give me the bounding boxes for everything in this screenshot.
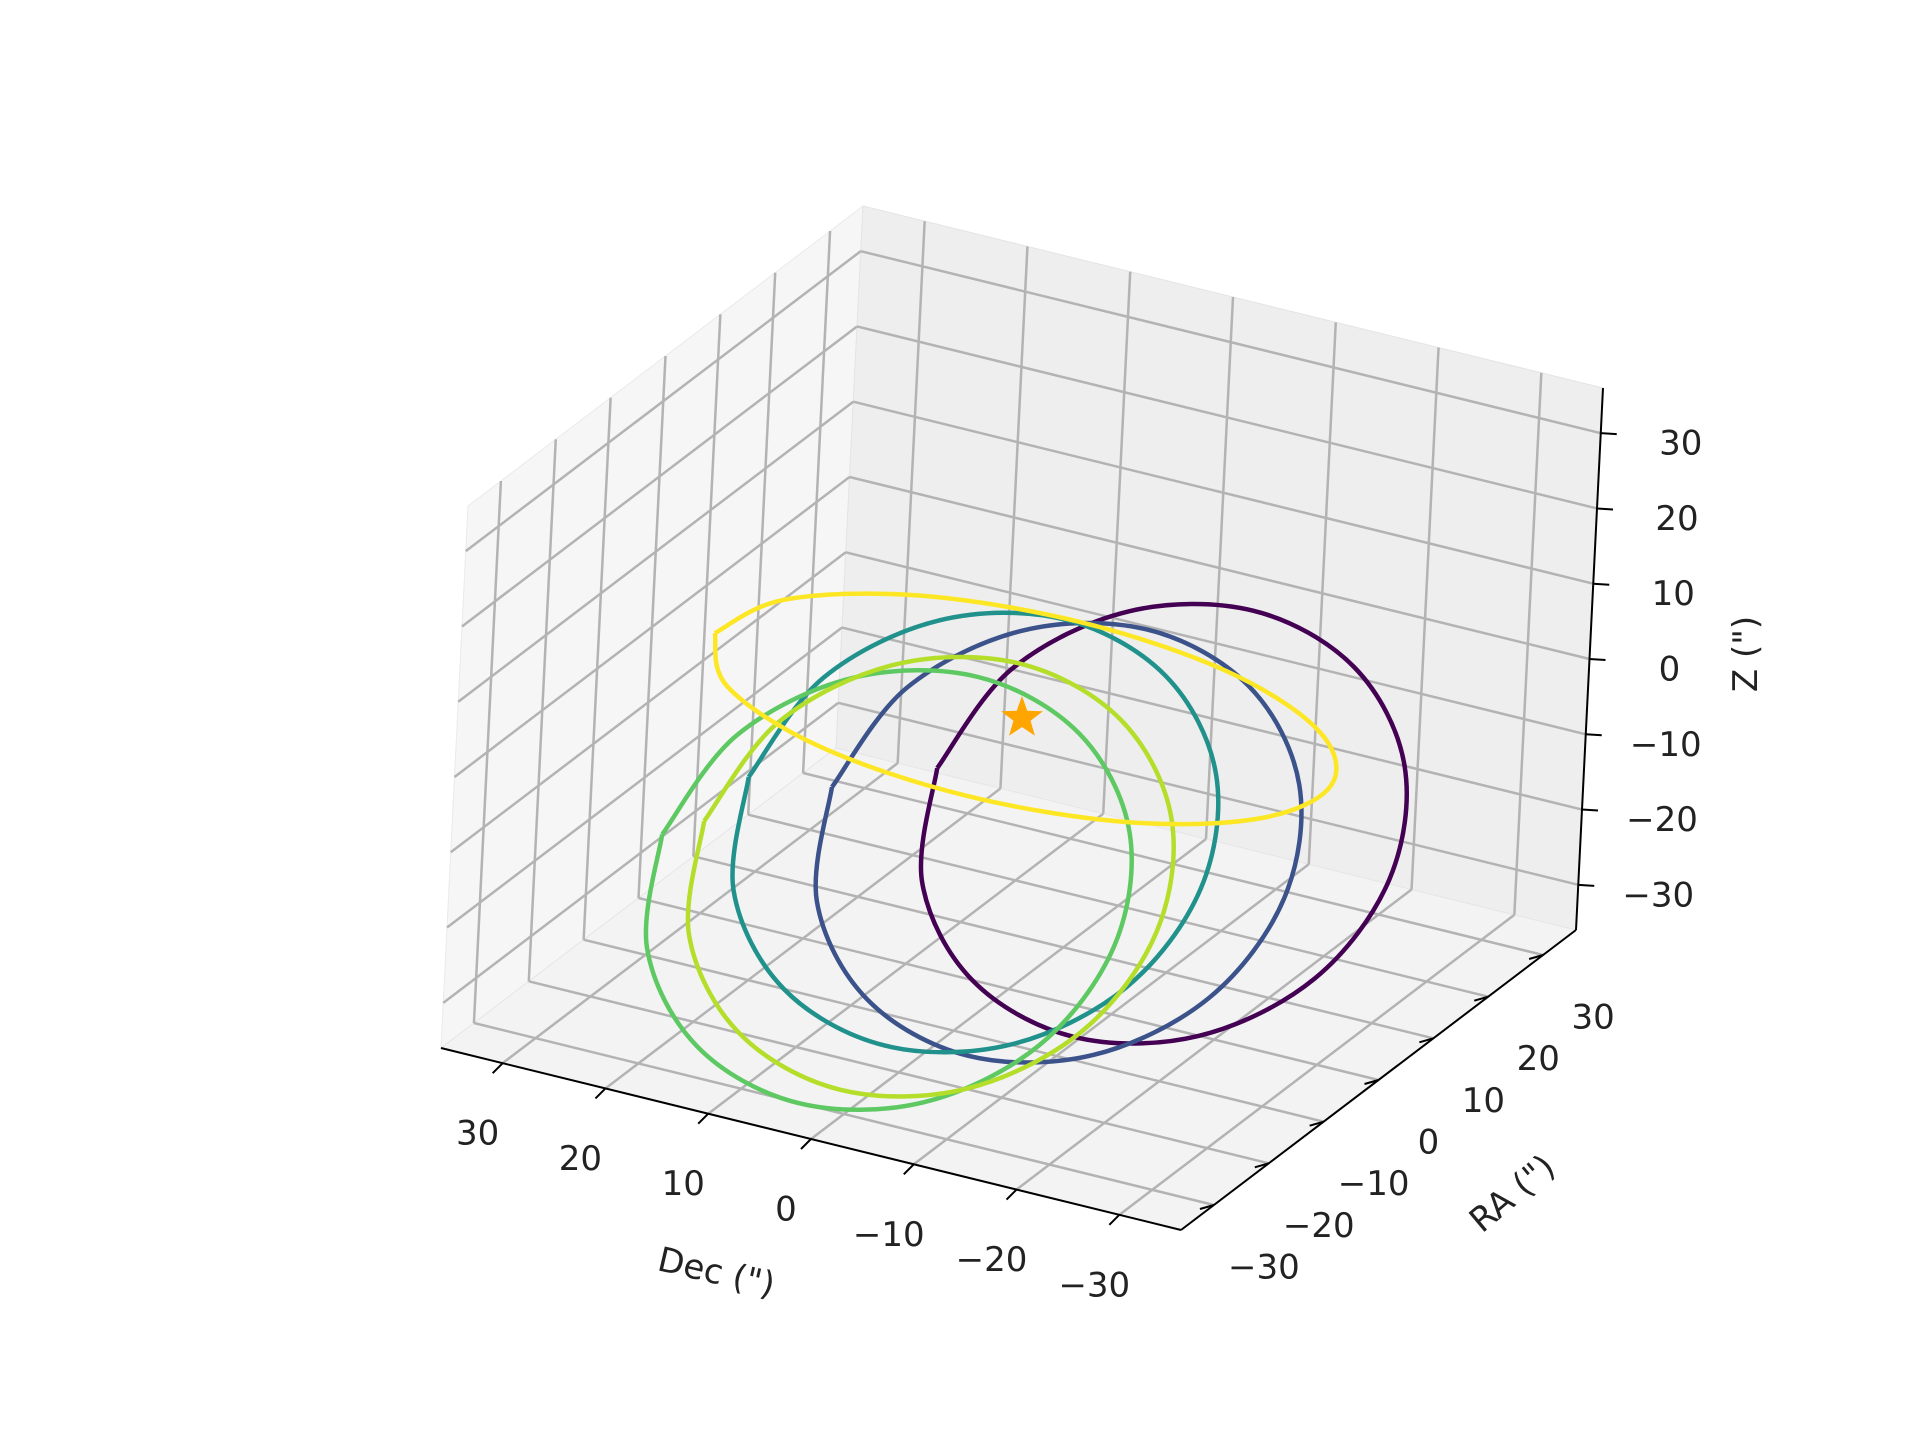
tick-mark: [800, 1138, 812, 1150]
y-tick-label: −20: [1283, 1206, 1355, 1246]
orbit-line: [918, 601, 1409, 1046]
y-tick-label: 30: [1571, 998, 1614, 1038]
grid-line: [583, 938, 1324, 1123]
grid-line: [446, 626, 843, 929]
grid-line: [464, 250, 862, 553]
tick-mark: [1364, 1079, 1379, 1085]
grid-line: [442, 701, 840, 1004]
tick-mark: [1596, 507, 1614, 511]
grid-line: [849, 475, 1590, 661]
x-tick-label: −10: [853, 1215, 925, 1255]
grid-line: [457, 400, 855, 703]
grid-line: [860, 249, 1602, 435]
tick-mark: [1309, 1120, 1324, 1127]
x-tick-label: 20: [559, 1139, 602, 1179]
y-tick-label: −10: [1338, 1164, 1410, 1204]
orbit-line: [685, 654, 1176, 1099]
orbit-line: [813, 620, 1304, 1065]
x-tick-label: −30: [1058, 1265, 1130, 1305]
star-marker: [1001, 696, 1043, 736]
grid-line: [747, 813, 1489, 998]
grid-line: [856, 325, 1598, 510]
y-tick-label: −30: [1228, 1248, 1300, 1288]
z-axis-label: Z ("): [1726, 616, 1766, 692]
x-tick-label: 0: [775, 1190, 797, 1230]
tick-mark: [491, 1062, 504, 1074]
z-tick-label: −10: [1630, 725, 1702, 765]
tick-mark: [1254, 1162, 1270, 1169]
tick-mark: [697, 1113, 709, 1125]
y-tick-label: 10: [1462, 1081, 1505, 1121]
grid-line: [845, 551, 1587, 736]
y-axis-label: RA ("): [1462, 1147, 1563, 1241]
x-tick-label: 30: [456, 1114, 499, 1154]
grid-line: [453, 476, 851, 778]
tick-mark: [1528, 954, 1544, 960]
y-tick-label: 20: [1517, 1039, 1560, 1079]
orbit-line: [730, 610, 1221, 1055]
tick-mark: [594, 1087, 607, 1100]
tick-mark: [1108, 1214, 1121, 1226]
x-axis-label: Dec ("): [654, 1240, 779, 1306]
orbit-line: [712, 591, 1339, 827]
tick-mark: [1419, 1037, 1434, 1044]
tick-mark: [1005, 1188, 1018, 1201]
x-tick-label: −20: [956, 1240, 1028, 1280]
tick-mark: [1199, 1204, 1215, 1210]
tick-mark: [1578, 883, 1595, 887]
tick-mark: [1593, 582, 1610, 586]
grid-line: [852, 400, 1594, 585]
grid-line: [528, 980, 1270, 1165]
z-tick-label: 0: [1659, 650, 1681, 690]
z-tick-label: 20: [1655, 499, 1698, 539]
z-tick-label: −30: [1622, 875, 1694, 915]
z-tick-label: −20: [1626, 800, 1698, 840]
tick-mark: [1589, 658, 1606, 661]
grid-line: [473, 1021, 1215, 1207]
plot-area: [643, 591, 1409, 1113]
tick-mark: [1581, 808, 1599, 812]
z-tick-label: 30: [1659, 424, 1702, 464]
z-tick-label: 10: [1652, 574, 1695, 614]
tick-mark: [1473, 995, 1489, 1002]
y-tick-label: 0: [1418, 1123, 1440, 1163]
x-tick-label: 10: [662, 1164, 705, 1204]
tick-mark: [1585, 733, 1602, 737]
grid-line: [461, 325, 858, 628]
tick-mark: [1600, 432, 1617, 436]
tick-mark: [903, 1163, 915, 1175]
grid-line: [638, 896, 1379, 1082]
